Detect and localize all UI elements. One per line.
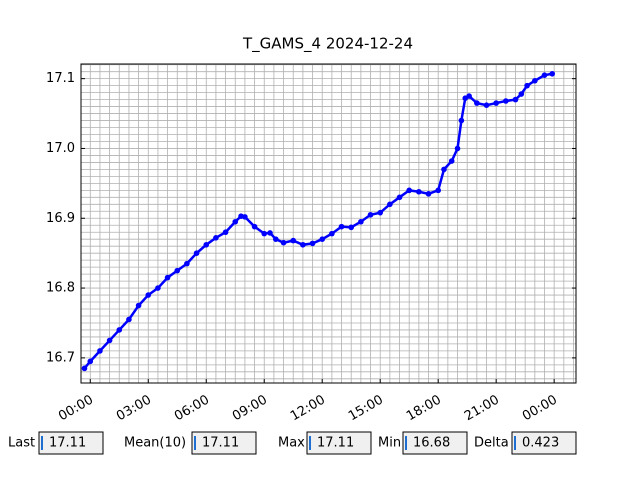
field-box[interactable] <box>38 431 104 455</box>
field-box[interactable] <box>306 431 372 455</box>
data-point <box>329 230 335 237</box>
data-point <box>267 230 273 236</box>
data-point <box>441 166 447 173</box>
data-point <box>503 98 509 104</box>
data-point <box>145 292 152 298</box>
data-point <box>319 236 326 243</box>
field-value[interactable]: 17.11 <box>202 436 239 451</box>
field-label: Max <box>278 436 305 451</box>
data-point <box>454 145 461 152</box>
field-value[interactable]: 17.11 <box>317 436 354 451</box>
field-value[interactable]: 0.423 <box>522 436 559 451</box>
data-point <box>483 102 490 108</box>
data-point <box>155 285 161 291</box>
field-box[interactable] <box>402 431 468 455</box>
data-point <box>541 72 548 78</box>
chart-title: T_GAMS_4 2024-12-24 <box>242 35 413 54</box>
data-point <box>261 230 268 237</box>
data-point <box>435 187 441 194</box>
y-tick-label: 16.7 <box>46 350 75 365</box>
data-point <box>406 187 412 194</box>
data-point <box>273 236 279 243</box>
data-point <box>203 241 210 248</box>
field-label: Last <box>8 436 35 451</box>
data-point <box>338 223 345 230</box>
y-tick-label: 16.8 <box>46 281 75 296</box>
data-point <box>164 274 171 281</box>
field-label: Min <box>378 436 401 451</box>
data-point <box>416 188 422 195</box>
plot-frame <box>80 63 577 384</box>
data-point <box>135 302 142 309</box>
data-point <box>466 93 472 99</box>
y-tick-label: 16.9 <box>46 211 75 226</box>
data-point <box>367 211 374 218</box>
data-point <box>377 209 384 216</box>
data-point <box>309 240 316 247</box>
field-value[interactable]: 17.11 <box>49 436 86 451</box>
data-point <box>448 158 455 164</box>
data-point <box>193 250 200 256</box>
field-box[interactable] <box>511 431 577 455</box>
data-point <box>97 348 103 354</box>
data-point <box>280 239 287 246</box>
data-point <box>458 117 465 124</box>
data-point <box>348 224 355 231</box>
data-point <box>232 218 239 225</box>
data-point <box>106 337 113 344</box>
data-point <box>493 100 499 106</box>
field-box[interactable] <box>191 431 257 455</box>
data-point <box>358 218 364 225</box>
data-point <box>290 237 297 244</box>
data-point <box>512 96 519 103</box>
data-point <box>184 260 190 267</box>
data-point <box>174 267 181 274</box>
data-point <box>81 365 88 372</box>
y-tick-label: 17.1 <box>46 71 75 86</box>
data-point <box>242 214 248 220</box>
data-point <box>518 91 525 97</box>
data-point <box>396 194 403 201</box>
data-point <box>425 191 432 197</box>
data-point <box>474 100 480 106</box>
data-point <box>126 316 132 323</box>
y-tick-label: 17.0 <box>46 141 75 156</box>
data-point <box>251 223 258 230</box>
data-point <box>387 201 393 208</box>
data-point <box>222 229 229 236</box>
data-point <box>524 82 530 89</box>
field-label: Mean(10) <box>124 436 186 451</box>
field-label: Delta <box>474 436 509 451</box>
data-point <box>549 70 556 77</box>
data-point <box>87 358 94 365</box>
data-point <box>300 241 306 248</box>
data-point <box>532 77 538 84</box>
field-value[interactable]: 16.68 <box>413 436 450 451</box>
data-point <box>213 235 219 241</box>
data-point <box>116 327 123 333</box>
